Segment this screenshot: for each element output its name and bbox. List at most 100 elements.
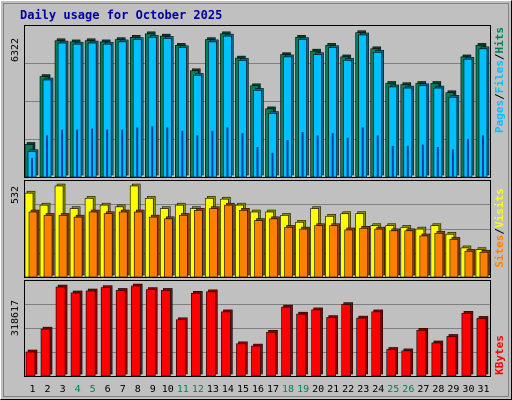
kbytes-bar-day-23 — [356, 315, 368, 377]
x-tick-label: 24 — [372, 384, 384, 395]
kbytes-bar-day-28 — [431, 340, 444, 377]
pages-bar-day-25 — [391, 145, 394, 177]
kbytes-bar-day-27 — [416, 327, 429, 377]
kbytes-bar-day-21 — [326, 315, 338, 377]
pages-bar-day-10 — [166, 127, 169, 177]
x-tick-label: 13 — [207, 384, 219, 395]
sites-bar-day-7 — [118, 209, 130, 278]
sites-bar-day-16 — [254, 218, 265, 278]
pages-bar-day-6 — [106, 129, 109, 177]
pages-bar-day-19 — [301, 131, 304, 177]
x-tick-label: 9 — [150, 384, 156, 395]
pages-bar-day-9 — [151, 126, 154, 177]
pages-bar-day-20 — [316, 135, 319, 177]
pages-bar-day-23 — [361, 127, 364, 177]
pages-bar-day-30 — [466, 138, 469, 177]
x-tick-label: 11 — [177, 384, 189, 395]
sites-bar-day-26 — [404, 228, 416, 278]
pages-bar-day-29 — [451, 149, 454, 177]
pages-bar-day-13 — [211, 130, 214, 177]
kbytes-bar-day-19 — [296, 311, 308, 377]
pages-bar-day-4 — [76, 129, 79, 177]
kbytes-bar-day-30 — [461, 311, 474, 377]
files-bar-day-18 — [283, 54, 294, 178]
kbytes-bar-day-6 — [100, 285, 113, 377]
files-bar-day-16 — [253, 88, 264, 178]
legend-visits: Visits — [493, 188, 506, 228]
sites-bar-day-5 — [88, 209, 100, 278]
sites-bar-day-2 — [43, 213, 55, 278]
x-tick-label: 5 — [90, 384, 96, 395]
sites-bar-day-22 — [344, 227, 355, 278]
pages-bar-day-22 — [346, 137, 349, 177]
sites-bar-day-13 — [209, 206, 220, 278]
x-tick-label: 4 — [75, 384, 81, 395]
x-tick-label: 2 — [45, 384, 51, 395]
sites-bar-day-4 — [73, 214, 85, 278]
sites-bar-day-9 — [148, 214, 160, 278]
panel1-legend: Pages/Files/Hits — [493, 27, 506, 133]
x-tick-label: 30 — [462, 384, 474, 395]
sites-bar-day-30 — [464, 249, 476, 278]
kbytes-bar-day-2 — [40, 326, 53, 377]
x-tick-label: 6 — [105, 384, 111, 395]
kbytes-bar-day-18 — [281, 304, 293, 377]
pages-bar-day-24 — [376, 135, 379, 177]
sites-bar-day-8 — [133, 209, 145, 278]
legend-hits: Hits — [493, 27, 506, 54]
pages-bar-day-8 — [136, 127, 139, 177]
sites-bar-day-1 — [28, 209, 40, 278]
panel2-legend: Sites/Visits — [493, 188, 506, 268]
kbytes-bar-day-9 — [145, 287, 158, 377]
x-tick-label: 7 — [120, 384, 126, 395]
x-tick-label: 1 — [30, 384, 36, 395]
files-bar-day-9 — [147, 35, 159, 178]
sites-bar-day-23 — [359, 226, 370, 278]
x-axis-labels: 1 2 3 4 5 6 7 8 9 10 11 12 13 14 15 16 17 18 19 20 21 22 23 24 2… — [30, 384, 490, 395]
pages-bar-day-17 — [271, 152, 274, 177]
sites-bar-day-6 — [103, 211, 115, 278]
x-tick-label: 3 — [60, 384, 66, 395]
kbytes-bar-day-8 — [130, 283, 143, 377]
x-tick-label: 23 — [357, 384, 369, 395]
x-tick-label: 21 — [327, 384, 339, 395]
pages-bar-day-14 — [226, 127, 229, 177]
kbytes-bar-day-15 — [236, 341, 248, 377]
sites-bar-day-11 — [179, 213, 190, 278]
pages-bar-day-31 — [481, 135, 484, 177]
kbytes-bar-day-7 — [115, 288, 128, 377]
x-tick-label: 17 — [267, 384, 279, 395]
x-tick-label: 19 — [297, 384, 309, 395]
pages-bar-day-21 — [331, 133, 334, 177]
x-tick-label: 22 — [342, 384, 354, 395]
kbytes-bar-day-16 — [251, 343, 263, 377]
x-tick-label: 15 — [237, 384, 249, 395]
legend-files: Files — [493, 60, 506, 93]
kbytes-bar-day-20 — [311, 307, 323, 377]
sites-bar-day-21 — [329, 223, 340, 278]
x-tick-label: 16 — [252, 384, 264, 395]
kbytes-bar-day-10 — [160, 288, 173, 377]
kbytes-bar-day-26 — [401, 348, 414, 377]
sites-bar-day-12 — [194, 208, 205, 278]
kbytes-bar-day-14 — [221, 309, 233, 377]
pages-bar-day-7 — [121, 129, 124, 177]
panel1-ymax-label: 6322 — [10, 38, 21, 62]
kbytes-bar-day-17 — [266, 329, 278, 377]
legend-separator: / — [493, 53, 506, 60]
pages-bar-day-15 — [241, 133, 244, 177]
sites-bar-day-3 — [58, 213, 70, 278]
sites-bar-day-29 — [449, 237, 461, 278]
kbytes-bar-day-4 — [70, 290, 83, 377]
x-tick-label: 12 — [192, 384, 204, 395]
x-tick-label: 10 — [162, 384, 174, 395]
kbytes-bar-day-31 — [476, 316, 489, 377]
x-tick-label: 28 — [432, 384, 444, 395]
frame-inner — [3, 3, 509, 397]
x-tick-label: 29 — [447, 384, 459, 395]
sites-bar-day-18 — [284, 225, 295, 278]
pages-bar-day-1 — [31, 158, 33, 177]
